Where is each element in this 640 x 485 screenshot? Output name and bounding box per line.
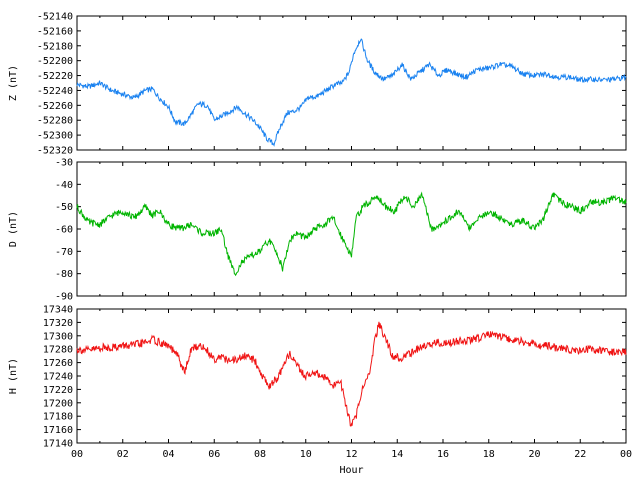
xtick-label: 00	[71, 449, 83, 460]
z-ytick-label: -52220	[37, 71, 73, 82]
d-axis-label: D (nT)	[8, 211, 19, 247]
z-ytick-label: -52180	[37, 41, 73, 52]
z-ytick-label: -52260	[37, 101, 73, 112]
h-ytick-label: 17160	[43, 425, 73, 436]
h-series-line	[76, 321, 627, 427]
z-ytick-label: -52300	[37, 131, 73, 142]
h-ytick-label: 17320	[43, 318, 73, 329]
z-ytick-label: -52320	[37, 146, 73, 157]
h-ytick-label: 17180	[43, 412, 73, 423]
h-ytick-label: 17220	[43, 385, 73, 396]
xtick-label: 00	[620, 449, 632, 460]
xtick-label: 04	[162, 449, 174, 460]
d-plot-frame	[76, 161, 627, 297]
h-ytick-label: 17260	[43, 358, 73, 369]
xtick-label: 02	[117, 449, 129, 460]
xtick-label: 06	[208, 449, 220, 460]
x-axis-label: Hour	[339, 465, 363, 476]
z-ytick-label: -52280	[37, 116, 73, 127]
d-series-line	[76, 191, 627, 277]
d-ytick-label: -30	[55, 158, 73, 169]
z-plot-frame	[76, 15, 627, 151]
d-ytick-label: -80	[55, 269, 73, 280]
xtick-label: 12	[345, 449, 357, 460]
h-ytick-label: 17140	[43, 439, 73, 450]
d-ytick-label: -90	[55, 292, 73, 303]
d-ytick-label: -70	[55, 247, 73, 258]
xtick-label: 16	[437, 449, 449, 460]
h-ytick-label: 17340	[43, 305, 73, 316]
h-ytick-label: 17240	[43, 372, 73, 383]
h-axis-label: H (nT)	[8, 358, 19, 394]
z-ytick-label: -52160	[37, 26, 73, 37]
xtick-label: 14	[391, 449, 403, 460]
z-ytick-label: -52240	[37, 86, 73, 97]
xtick-label: 10	[300, 449, 312, 460]
d-ytick-label: -60	[55, 225, 73, 236]
xtick-label: 18	[483, 449, 495, 460]
h-ytick-label: 17300	[43, 331, 73, 342]
h-ytick-label: 17280	[43, 345, 73, 356]
z-series-line	[76, 38, 627, 147]
d-ytick-label: -40	[55, 180, 73, 191]
h-ytick-label: 17200	[43, 398, 73, 409]
xtick-label: 22	[574, 449, 586, 460]
z-ytick-label: -52200	[37, 56, 73, 67]
z-axis-label: Z (nT)	[8, 65, 19, 101]
xtick-label: 20	[528, 449, 540, 460]
z-ytick-label: -52140	[37, 12, 73, 23]
d-ytick-label: -50	[55, 202, 73, 213]
xtick-label: 08	[254, 449, 266, 460]
